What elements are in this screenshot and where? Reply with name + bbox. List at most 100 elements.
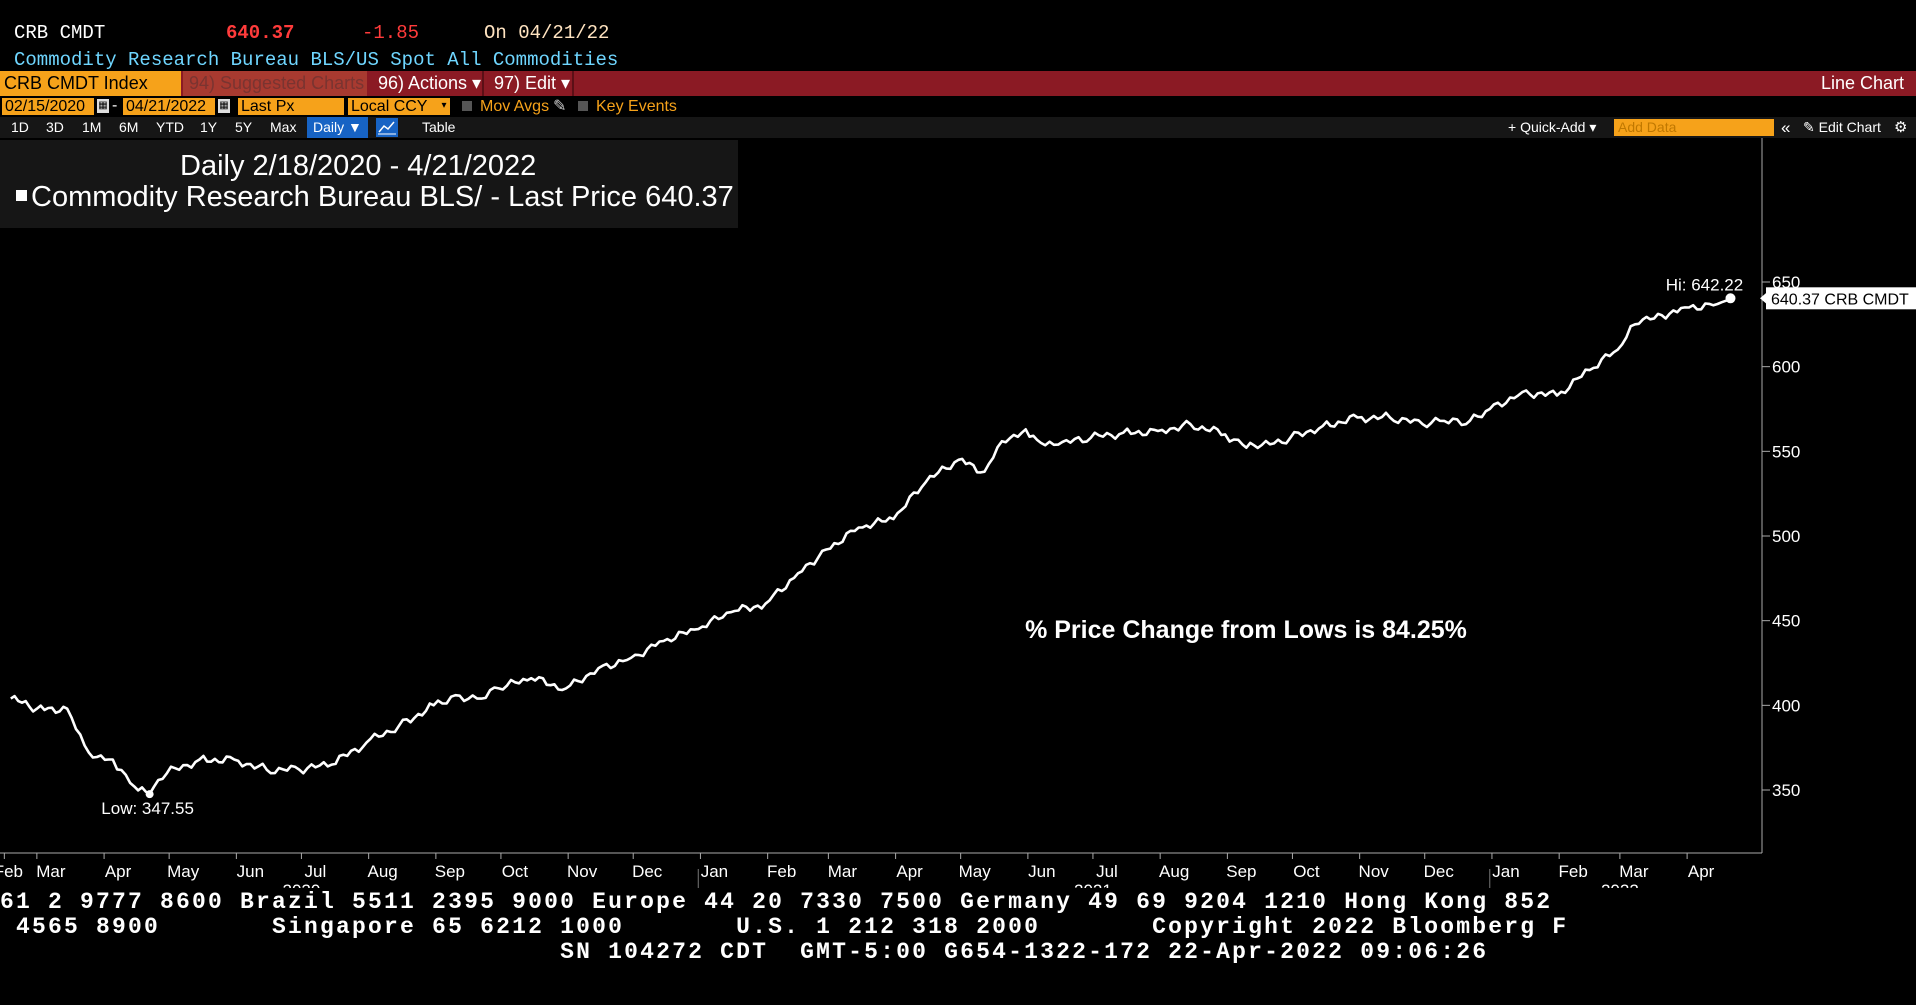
edit-menu[interactable]: 97) Edit ▾ [488,71,574,96]
low-marker [145,790,154,799]
price-date: On 04/21/22 [484,22,610,44]
legend-title: Daily 2/18/2020 - 4/21/2022 [180,150,537,182]
suggested-charts-button[interactable]: 94) Suggested Charts [183,71,367,96]
period-max[interactable]: Max [270,119,297,135]
price-chart[interactable]: 350 400 450 500 550 600 650 Feb Mar Apr May Jun Jul A… [0,138,1916,888]
last-value-tag-pointer [1760,292,1767,305]
x-tick-label: Dec [1424,862,1455,881]
y-tick-label: 550 [1772,442,1800,461]
actions-menu[interactable]: 96) Actions ▾ [372,71,484,96]
chart-legend: Daily 2/18/2020 - 4/21/2022 Commodity Re… [0,140,738,228]
field-select[interactable]: Last Px [238,98,344,115]
key-events-checkbox[interactable] [578,101,588,111]
x-tick-label: Jun [1028,862,1055,881]
x-tick-label: Jul [305,862,327,881]
x-tick-label: Mar [828,862,858,881]
period-1y[interactable]: 1Y [200,119,218,135]
y-tick-label: 350 [1772,781,1800,800]
low-label: Low: 347.55 [101,799,194,818]
x-tick-label: Apr [105,862,132,881]
price-change: -1.85 [362,22,420,44]
period-3d[interactable]: 3D [46,119,64,135]
security-description: Commodity Research Bureau BLS/US Spot Al… [14,49,619,71]
x-tick-label: Nov [567,862,598,881]
x-tick-label: Nov [1359,862,1390,881]
year-label: 2022 [1601,881,1639,888]
x-tick-label: Sep [1226,862,1256,881]
series-line [10,297,1732,796]
date-separator: - [112,97,118,114]
x-tick-label: Oct [1293,862,1320,881]
last-value-tag-label: 640.37 CRB CMDT [1771,291,1909,308]
x-tick-label: Mar [36,862,66,881]
mov-avgs-label: Mov Avgs [480,98,550,115]
pencil-icon[interactable]: ✎ [553,98,567,115]
add-data-input[interactable]: Add Data [1614,119,1774,136]
chart-axes: 350 400 450 500 550 600 650 Feb Mar Apr May Jun Jul A… [0,138,1800,888]
mov-avgs-checkbox[interactable] [462,101,472,111]
end-date-field[interactable]: 04/21/2022 [123,98,215,115]
year-label: 2021 [1074,881,1112,888]
tape-line-2: 4565 8900 Singapore 65 6212 1000 U.S. 1 … [0,914,1569,940]
x-tick-label: Jan [701,862,728,881]
key-events-label: Key Events [596,98,677,115]
collapse-icon[interactable]: « [1781,118,1791,137]
x-tick-label: Aug [1159,862,1189,881]
period-ytd[interactable]: YTD [156,119,184,135]
period-5y[interactable]: 5Y [235,119,253,135]
x-tick-label: Apr [1688,862,1715,881]
calendar-icon[interactable]: ▦ [218,99,230,113]
legend-series[interactable]: Commodity Research Bureau BLS/ - Last Pr… [16,181,734,214]
frequency-select[interactable]: Daily ▼ [307,117,368,138]
x-tick-label: Jan [1492,862,1519,881]
x-tick-label: Jun [237,862,264,881]
ticker-field[interactable]: CRB CMDT Index [0,71,181,96]
date-range-row: 02/15/2020 ▦ - 04/21/2022 ▦ Last Px Loca… [0,97,1916,116]
quick-add-button[interactable]: + Quick-Add ▾ [1508,119,1597,135]
x-tick-label: Oct [502,862,529,881]
period-row: 1D 3D 1M 6M YTD 1Y 5Y Max Daily ▼ Table … [0,117,1916,138]
tape-line-1: 61 2 9777 8600 Brazil 5511 2395 9000 Eur… [0,889,1553,915]
y-tick-label: 650 [1772,273,1800,292]
line-chart-icon[interactable] [376,118,398,137]
x-tick-label: May [959,862,992,881]
currency-select[interactable]: Local CCY [348,98,450,115]
y-tick-label: 600 [1772,358,1800,377]
x-tick-label: May [167,862,200,881]
x-tick-label: Feb [0,862,23,881]
period-6m[interactable]: 6M [119,119,139,135]
last-value-tag [1766,287,1916,310]
x-tick-label: Mar [1619,862,1649,881]
price-change-annotation: % Price Change from Lows is 84.25% [1025,616,1467,644]
table-view-button[interactable]: Table [422,119,456,135]
tape-line-3: SN 104272 CDT GMT-5:00 G654-1322-172 22-… [0,939,1489,965]
high-marker [1725,293,1736,304]
chart-type-label[interactable]: Line Chart [1820,73,1904,93]
y-tick-label: 450 [1772,612,1800,631]
command-toolbar: CRB CMDT Index 94) Suggested Charts 96) … [0,71,1916,96]
y-tick-label: 400 [1772,696,1800,715]
high-label: Hi: 642.22 [1666,275,1744,294]
gear-icon[interactable]: ⚙ [1894,119,1908,136]
x-tick-label: Dec [632,862,663,881]
legend-last-value: 640.37 [645,181,734,213]
x-tick-label: Apr [896,862,923,881]
x-tick-label: Sep [435,862,465,881]
series-color-swatch [16,189,27,201]
last-price: 640.37 [226,22,295,44]
x-tick-label: Jul [1096,862,1118,881]
legend-series-name: Commodity Research Bureau BLS/ - Last Pr… [31,181,638,213]
x-tick-label: Feb [1559,862,1588,881]
year-label: 2020 [283,881,321,888]
start-date-field[interactable]: 02/15/2020 [2,98,94,115]
y-tick-label: 500 [1772,527,1800,546]
edit-chart-button[interactable]: ✎ Edit Chart [1803,119,1881,135]
period-1d[interactable]: 1D [11,119,29,135]
chart-marks: Low: 347.55 Hi: 642.22 640.37 CRB CMDT % Pr… [10,275,1916,818]
x-tick-label: Aug [368,862,398,881]
x-tick-label: Feb [767,862,796,881]
calendar-icon[interactable]: ▦ [97,99,109,113]
period-1m[interactable]: 1M [82,119,102,135]
ticker-label: CRB CMDT [14,22,106,44]
chevron-down-icon[interactable]: ▾ [438,99,450,113]
